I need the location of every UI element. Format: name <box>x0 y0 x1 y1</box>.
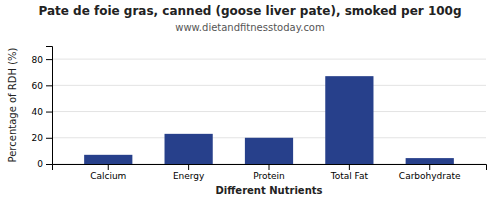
y-tick-mark <box>46 85 52 86</box>
x-tick: Protein <box>253 164 285 181</box>
y-tick: 20 <box>32 133 52 143</box>
x-tick-label: Protein <box>253 171 285 181</box>
subtitle: www.dietandfitnesstoday.com <box>175 22 324 33</box>
bar <box>165 134 213 164</box>
x-tick-mark <box>429 164 430 170</box>
plot: Calcium Energy Protein Total Fat Carbohydrat… <box>7 47 487 197</box>
y-axis-line <box>46 47 53 165</box>
x-tick: Carbohydrate <box>399 164 461 181</box>
y-tick-label: 0 <box>37 159 43 169</box>
y-axis-label: Percentage of RDH (%) <box>7 47 18 162</box>
x-axis-line <box>53 165 487 171</box>
bar <box>406 158 454 164</box>
y-tick-label: 20 <box>32 133 44 143</box>
bar <box>245 138 293 164</box>
x-tick: Total Fat <box>330 164 369 181</box>
y-tick: 40 <box>32 107 52 117</box>
grid-line <box>52 59 486 60</box>
y-tick: 80 <box>32 54 52 64</box>
x-tick: Energy <box>173 164 205 181</box>
y-tick-mark <box>46 59 52 60</box>
x-tick-mark <box>108 164 109 170</box>
bar <box>325 76 373 164</box>
x-tick-mark <box>349 164 350 170</box>
y-tick-mark <box>46 138 52 139</box>
x-axis: Calcium Energy Protein Total Fat Carbohydrat… <box>53 164 487 181</box>
x-tick-label: Total Fat <box>330 171 369 181</box>
bars <box>84 76 454 164</box>
y-tick: 0 <box>37 159 52 169</box>
y-tick-mark <box>46 112 52 113</box>
x-tick-label: Calcium <box>90 171 126 181</box>
bar <box>84 155 132 164</box>
x-tick-label: Energy <box>173 171 205 181</box>
y-tick-mark <box>46 164 52 165</box>
x-tick-label: Carbohydrate <box>399 171 461 181</box>
chart: Pate de foie gras, canned (goose liver p… <box>0 0 500 200</box>
grid <box>52 59 486 164</box>
x-tick: Calcium <box>90 164 126 181</box>
chart-container: Pate de foie gras, canned (goose liver p… <box>0 0 500 200</box>
grid-line <box>52 111 486 112</box>
y-tick: 60 <box>32 81 52 91</box>
y-tick-label: 60 <box>32 81 44 91</box>
y-axis: 0 20 40 60 80 <box>32 47 53 170</box>
y-tick-label: 80 <box>32 54 44 64</box>
title: Pate de foie gras, canned (goose liver p… <box>38 4 461 18</box>
x-axis-label: Different Nutrients <box>216 185 323 196</box>
grid-line <box>52 85 486 86</box>
x-tick-mark <box>188 164 189 170</box>
y-tick-label: 40 <box>32 107 44 117</box>
x-tick-mark <box>269 164 270 170</box>
